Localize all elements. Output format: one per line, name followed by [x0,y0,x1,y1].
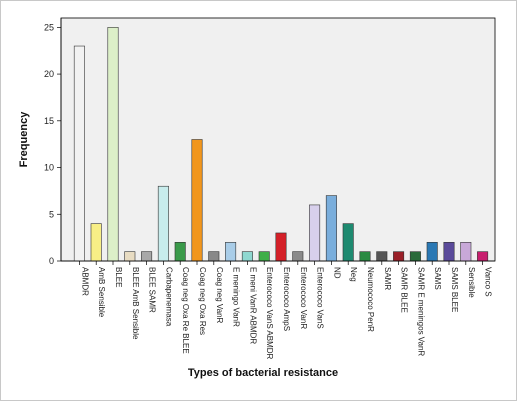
y-tick-label: 20 [44,69,54,79]
x-tick-label: SAMS [433,267,442,290]
x-tick-label: Sensible [467,267,476,298]
x-tick-label: Neumococo PenR [366,267,375,332]
x-axis-title: Types of bacterial resistance [188,367,338,379]
y-tick-label: 10 [44,163,54,173]
x-tick-label: BLEE AmB Sensible [131,267,140,340]
bar [258,251,270,262]
x-tick-label: Vanco S [484,267,493,297]
bar [393,251,405,262]
bar [124,251,136,262]
x-tick-label: Carbapenemasa [164,267,173,327]
y-axis: 0 5 10 15 20 25 [44,18,62,266]
bar [460,242,472,262]
bar [443,242,455,262]
bar [477,251,489,262]
x-tick-label: BLEE [114,267,123,287]
x-tick-label: BLEE SAMR [148,267,157,313]
y-tick-label: 15 [44,116,54,126]
bar [309,204,321,262]
x-tick-label: Coag neg Oxa Re BLEE [181,267,190,354]
bar [225,242,237,262]
bar [174,242,186,262]
bar [157,185,169,262]
x-tick-label: Coag neg VanR [215,267,224,324]
bars-group [73,27,489,262]
x-tick-label: ND [332,267,341,279]
y-axis-title: Frequency [18,111,30,168]
bar [409,251,421,262]
x-tick-label: Neg [349,267,358,282]
y-tick-label: 0 [49,256,54,266]
bar [426,242,438,262]
bar [325,195,337,262]
x-tick-label: SAMR E meningos VanR [416,267,425,356]
x-tick-label: ABMDR [80,267,89,296]
x-tick-label: Enterococo VanS ABMDR [265,267,274,360]
plot-area [60,17,496,262]
bar [241,251,253,262]
x-tick-label: Enterococo VanR [299,267,308,329]
x-tick-label: E meningo VanR [232,267,241,327]
x-tick-label: AmB Sensible [97,267,106,318]
bar [208,251,220,262]
x-tick-label: SAMS BLEE [450,267,459,312]
bar [107,27,119,262]
bar [376,251,388,262]
y-tick-label: 25 [44,22,54,32]
bar [275,232,287,262]
bar [292,251,304,262]
x-tick-label: Enterococo AmpS [282,267,291,331]
bar [141,251,153,262]
x-tick-label: E meni VanR ABMDR [248,267,257,344]
bar [90,223,102,262]
bar [191,139,203,262]
y-tick-label: 5 [49,209,54,219]
bar [342,223,354,262]
x-tick-label: Coag neg Oxa Res [198,267,207,335]
x-axis: ABMDR AmB Sensible BLEE BLEE AmB Sensible BL… [61,260,495,360]
bar [359,251,371,262]
x-tick-label: SAMR [383,267,392,290]
x-tick-label: Enterococo VanS [316,267,325,329]
x-tick-label: SAMR BLEE [400,267,409,313]
bar [73,45,85,262]
